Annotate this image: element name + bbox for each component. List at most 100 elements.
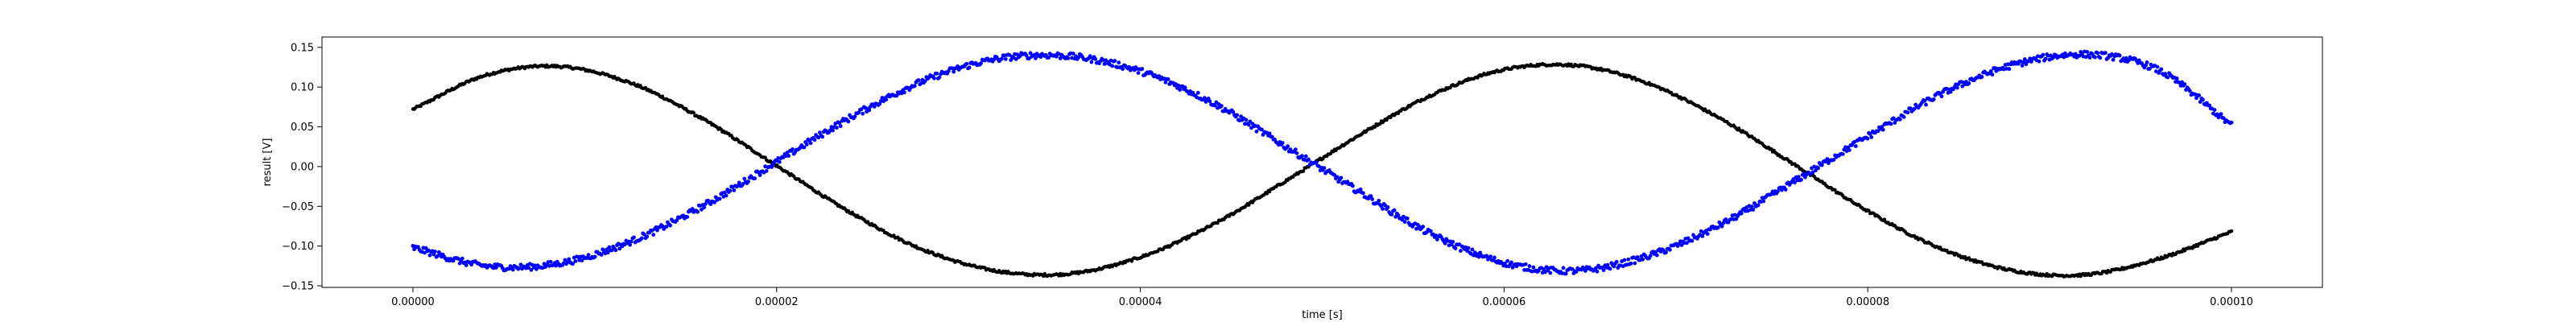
data-point — [2174, 76, 2179, 80]
data-point — [702, 205, 707, 210]
data-point — [1286, 144, 1290, 149]
data-point — [2229, 229, 2234, 233]
data-point — [2159, 67, 2164, 72]
data-point — [1003, 56, 1008, 61]
data-point — [2103, 51, 2107, 56]
data-point — [605, 247, 609, 252]
data-point — [820, 134, 825, 139]
data-point — [1979, 75, 1984, 79]
data-point — [1614, 259, 1619, 264]
data-point — [2219, 112, 2223, 117]
data-point — [1724, 217, 1728, 221]
data-point — [802, 145, 807, 150]
data-point — [2095, 51, 2100, 56]
data-point — [2087, 56, 2092, 60]
data-point — [1685, 241, 1689, 246]
data-point — [1601, 268, 1606, 273]
data-point — [685, 215, 690, 219]
data-point — [628, 242, 633, 247]
data-point — [1121, 67, 1125, 72]
data-point — [493, 266, 498, 270]
data-point — [1314, 160, 1319, 165]
data-point — [834, 126, 839, 130]
data-point — [1833, 188, 1837, 192]
y-axis-ticks: −0.15 −0.10 −0.05 0.00 0.05 0.10 0.15 — [282, 42, 322, 293]
data-point — [1248, 119, 1253, 124]
data-point — [764, 168, 769, 173]
data-point — [1244, 118, 1249, 122]
data-point — [1612, 264, 1616, 269]
data-point — [1876, 129, 1880, 134]
data-point — [979, 61, 984, 65]
data-point — [2187, 89, 2192, 93]
data-point — [423, 246, 428, 250]
data-point — [1183, 85, 1187, 90]
data-point — [1648, 254, 1653, 258]
data-point — [1443, 241, 1447, 246]
data-point — [935, 71, 939, 76]
data-point — [1719, 224, 1724, 229]
data-point — [1453, 246, 1458, 250]
data-point — [1752, 201, 1757, 205]
data-point — [2147, 67, 2152, 71]
data-point — [1322, 166, 1327, 171]
data-point — [1679, 243, 1684, 247]
data-point — [691, 110, 696, 115]
data-point — [1405, 217, 1410, 221]
data-point — [1595, 269, 1600, 274]
data-point — [1178, 88, 1183, 92]
data-point — [1868, 132, 1872, 136]
data-point — [580, 258, 584, 262]
data-point — [1414, 226, 1418, 231]
data-point — [838, 124, 843, 129]
data-point — [1840, 152, 1845, 156]
data-point — [2117, 53, 2122, 58]
data-point — [526, 266, 531, 270]
data-point — [1470, 247, 1475, 252]
x-tick-label: 0.00002 — [755, 296, 799, 308]
data-point — [1626, 257, 1631, 262]
data-point — [2043, 56, 2048, 61]
data-point — [1377, 198, 1381, 203]
data-point — [1088, 54, 1092, 59]
data-point — [2201, 97, 2205, 102]
data-point — [1385, 205, 1390, 209]
data-point — [605, 250, 610, 255]
data-point — [1988, 68, 1993, 73]
data-point — [2155, 64, 2160, 69]
x-axis-ticks: 0.00000 0.00002 0.00004 0.00006 0.00008 0.000… — [391, 287, 2253, 308]
x-tick-label: 0.00000 — [391, 296, 435, 308]
data-point — [510, 267, 515, 272]
data-point — [894, 93, 899, 98]
data-point — [1028, 51, 1033, 56]
data-point — [753, 176, 758, 180]
data-point — [2041, 52, 2046, 57]
data-point — [1000, 56, 1004, 61]
x-tick-label: 0.00006 — [1483, 296, 1526, 308]
data-point — [952, 69, 956, 74]
data-point — [1351, 184, 1355, 188]
data-point — [1641, 257, 1645, 262]
data-point — [1905, 110, 1910, 115]
data-point — [1389, 213, 1394, 217]
data-point — [2165, 75, 2170, 80]
data-point — [1527, 264, 1532, 268]
data-point — [1967, 81, 1971, 85]
data-point — [1912, 106, 1917, 111]
x-tick-label: 0.00008 — [1846, 296, 1889, 308]
data-point — [1505, 258, 1510, 263]
data-point — [2007, 67, 2012, 72]
data-point — [859, 107, 864, 112]
data-point — [1813, 168, 1818, 173]
data-point — [861, 111, 865, 116]
data-point — [902, 90, 906, 95]
y-tick-label: −0.15 — [282, 281, 314, 293]
data-point — [937, 75, 942, 80]
data-point — [1358, 187, 1363, 192]
data-point — [1054, 54, 1059, 59]
data-point — [746, 180, 750, 184]
data-point — [1466, 246, 1471, 250]
series-1 — [411, 49, 2234, 276]
data-point — [1459, 249, 1463, 253]
